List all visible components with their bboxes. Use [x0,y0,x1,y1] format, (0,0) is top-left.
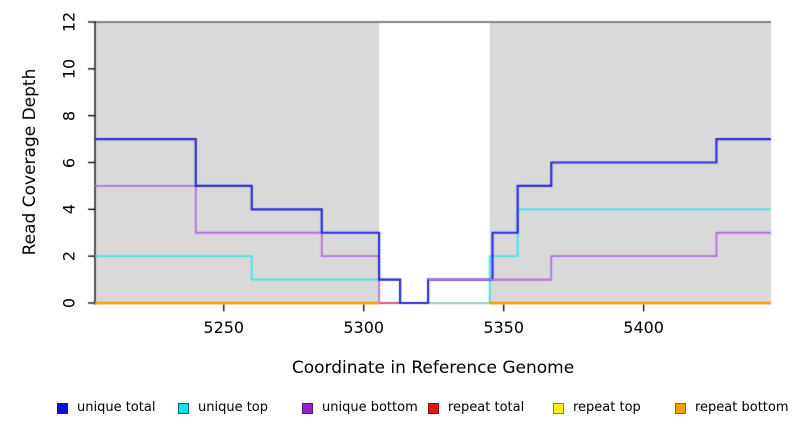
legend-label: unique bottom [322,400,418,415]
y-tick-label: 0 [59,297,79,309]
legend-item-repeat-total: repeat total [428,400,524,416]
x-tick-label: 5250 [203,318,245,337]
legend-label: repeat bottom [695,400,789,415]
legend-item-repeat-top: repeat top [553,400,641,416]
legend-swatch-icon [675,402,686,414]
y-tick-label: 12 [59,11,79,33]
y-tick-label: 10 [59,58,79,80]
y-axis-title: Read Coverage Depth [20,68,40,256]
legend-swatch-icon [302,402,313,414]
legend-item-unique-total: unique total [57,400,155,416]
x-tick-label: 5350 [483,318,525,337]
y-tick-label: 2 [59,251,79,262]
legend-swatch-icon [428,402,439,414]
x-tick-label: 5300 [343,318,385,337]
legend-item-unique-bottom: unique bottom [302,400,418,416]
x-tick-label: 5400 [623,318,664,337]
y-tick-label: 8 [59,110,79,121]
legend-item-unique-top: unique top [178,400,268,416]
legend-label: unique total [77,400,156,415]
legend-label: unique top [198,400,269,415]
y-tick-label: 4 [59,204,79,215]
legend-swatch-icon [178,402,189,414]
legend-swatch-icon [553,402,564,414]
legend-label: repeat top [573,400,641,415]
legend-label: repeat total [448,400,525,415]
legend-item-repeat-bottom: repeat bottom [675,400,789,416]
x-axis-title: Coordinate in Reference Genome [291,358,575,378]
y-tick-label: 6 [59,157,79,168]
legend-swatch-icon [57,402,68,414]
